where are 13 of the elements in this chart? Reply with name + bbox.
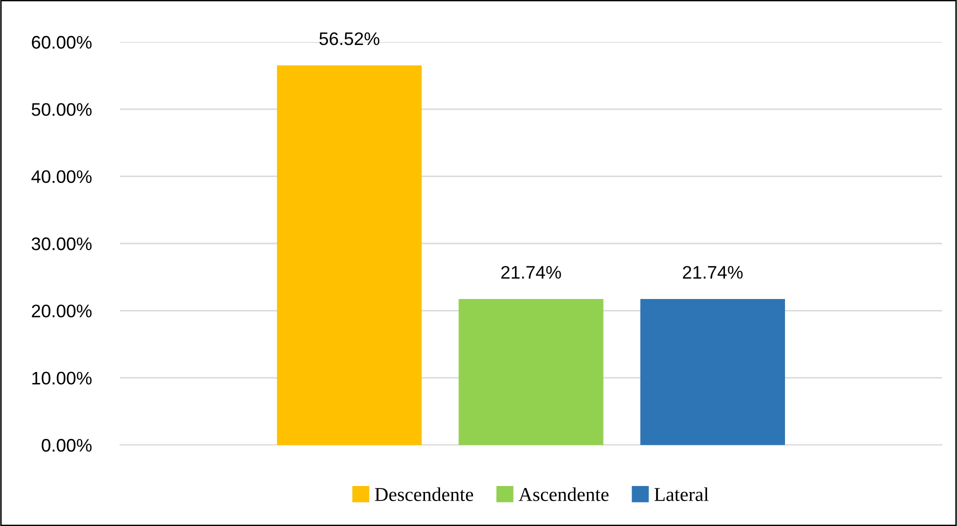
y-tick-label: 10.00% xyxy=(32,372,92,385)
data-label: 56.52% xyxy=(319,32,380,46)
legend-label: Descendente xyxy=(374,487,474,502)
legend-label: Ascendente xyxy=(518,487,609,502)
legend-label: Lateral xyxy=(654,487,709,502)
y-tick-label: 40.00% xyxy=(31,170,92,184)
y-tick-label: 60.00% xyxy=(32,36,92,49)
y-tick-label: 30.00% xyxy=(32,237,92,250)
data-label: 21.74% xyxy=(501,266,561,279)
data-label: 21.74% xyxy=(682,266,743,279)
y-tick-label: 50.00% xyxy=(32,103,92,116)
y-tick-label: 0.00% xyxy=(42,438,92,452)
y-tick-label: 20.00% xyxy=(32,304,92,318)
